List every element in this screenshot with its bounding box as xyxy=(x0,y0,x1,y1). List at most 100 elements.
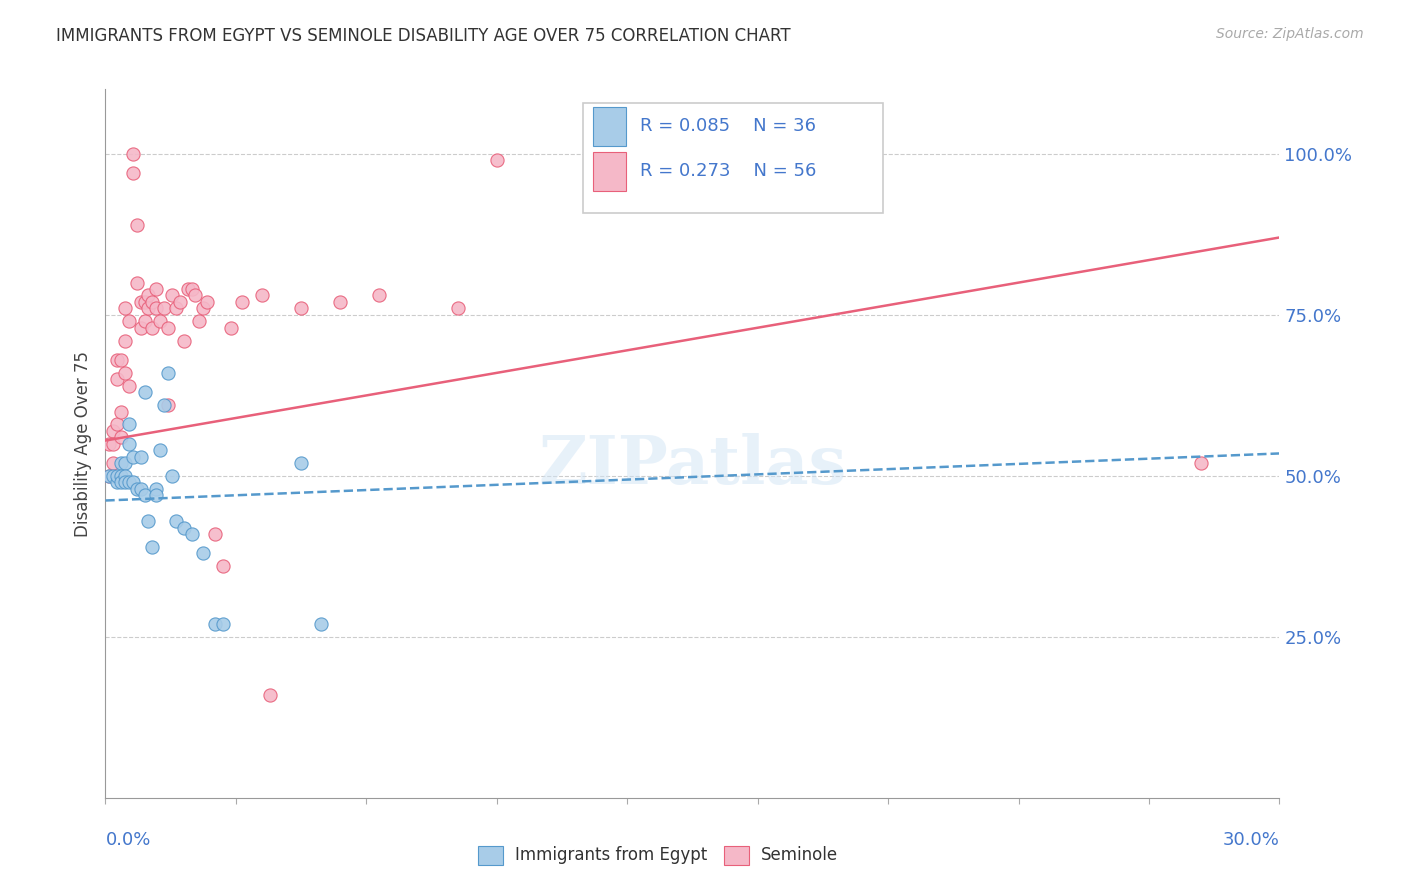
Point xyxy=(329,294,352,309)
Point xyxy=(110,469,132,483)
Point xyxy=(141,294,163,309)
Point xyxy=(446,301,468,316)
Text: R = 0.085    N = 36: R = 0.085 N = 36 xyxy=(640,118,815,136)
Text: IMMIGRANTS FROM EGYPT VS SEMINOLE DISABILITY AGE OVER 75 CORRELATION CHART: IMMIGRANTS FROM EGYPT VS SEMINOLE DISABI… xyxy=(56,27,790,45)
Point xyxy=(138,514,160,528)
Point xyxy=(485,153,508,167)
FancyBboxPatch shape xyxy=(583,103,883,213)
Point xyxy=(193,301,215,316)
Point xyxy=(129,294,152,309)
Point xyxy=(149,443,172,458)
Point xyxy=(118,314,141,328)
Point xyxy=(134,385,156,400)
Point xyxy=(153,301,176,316)
Point xyxy=(169,294,191,309)
Point xyxy=(173,334,195,348)
Point xyxy=(193,546,215,560)
Point xyxy=(114,334,136,348)
Point xyxy=(118,378,141,392)
Point xyxy=(184,288,207,302)
Bar xyxy=(593,107,626,146)
Point xyxy=(110,430,132,444)
Text: Immigrants from Egypt: Immigrants from Egypt xyxy=(515,847,707,864)
Point xyxy=(114,301,136,316)
Point xyxy=(105,417,128,432)
Point xyxy=(153,398,176,412)
Text: Seminole: Seminole xyxy=(761,847,838,864)
Bar xyxy=(593,152,626,191)
Point xyxy=(134,488,156,502)
Point xyxy=(368,288,391,302)
Point xyxy=(160,288,183,302)
Point xyxy=(118,475,141,490)
Text: R = 0.273    N = 56: R = 0.273 N = 56 xyxy=(640,162,815,180)
Point xyxy=(145,282,167,296)
Point xyxy=(180,527,202,541)
Point xyxy=(211,617,233,632)
Point xyxy=(165,514,187,528)
Point xyxy=(204,617,226,632)
Point xyxy=(103,424,125,438)
Point xyxy=(290,456,312,470)
Point xyxy=(204,527,226,541)
Point xyxy=(105,469,128,483)
Point xyxy=(98,469,121,483)
Point xyxy=(103,456,125,470)
Point xyxy=(145,301,167,316)
Point xyxy=(1189,456,1212,470)
Point xyxy=(110,404,132,418)
Point xyxy=(110,456,132,470)
Point xyxy=(138,288,160,302)
Point xyxy=(157,398,180,412)
Point xyxy=(180,282,202,296)
Point xyxy=(114,469,136,483)
Point xyxy=(105,353,128,368)
Point xyxy=(195,294,218,309)
Point xyxy=(125,276,148,290)
Point xyxy=(105,372,128,386)
Point xyxy=(176,282,198,296)
Point xyxy=(114,475,136,490)
Point xyxy=(118,417,141,432)
Point xyxy=(219,320,242,334)
Point xyxy=(160,469,183,483)
Point xyxy=(103,436,125,450)
Point xyxy=(118,436,141,450)
Point xyxy=(103,469,125,483)
Bar xyxy=(724,846,749,865)
Bar xyxy=(478,846,503,865)
Point xyxy=(98,436,121,450)
Point xyxy=(250,288,273,302)
Point xyxy=(188,314,211,328)
Point xyxy=(110,475,132,490)
Text: Source: ZipAtlas.com: Source: ZipAtlas.com xyxy=(1216,27,1364,41)
Text: ZIPatlas: ZIPatlas xyxy=(538,433,846,498)
Point xyxy=(121,450,143,464)
Point xyxy=(165,301,187,316)
Point xyxy=(149,314,172,328)
Text: 30.0%: 30.0% xyxy=(1223,831,1279,849)
Point xyxy=(121,146,143,161)
Point xyxy=(134,294,156,309)
Point xyxy=(125,218,148,232)
Point xyxy=(173,520,195,534)
Point xyxy=(114,456,136,470)
Point xyxy=(141,320,163,334)
Point xyxy=(157,320,180,334)
Point xyxy=(105,475,128,490)
Point xyxy=(211,559,233,574)
Point xyxy=(129,450,152,464)
Point xyxy=(141,540,163,554)
Point xyxy=(121,166,143,180)
Point xyxy=(129,482,152,496)
Y-axis label: Disability Age Over 75: Disability Age Over 75 xyxy=(75,351,93,537)
Point xyxy=(98,469,121,483)
Text: 0.0%: 0.0% xyxy=(105,831,150,849)
Point xyxy=(121,475,143,490)
Point xyxy=(114,366,136,380)
Point xyxy=(157,366,180,380)
Point xyxy=(110,353,132,368)
Point xyxy=(231,294,253,309)
Point xyxy=(129,320,152,334)
Point xyxy=(309,617,332,632)
